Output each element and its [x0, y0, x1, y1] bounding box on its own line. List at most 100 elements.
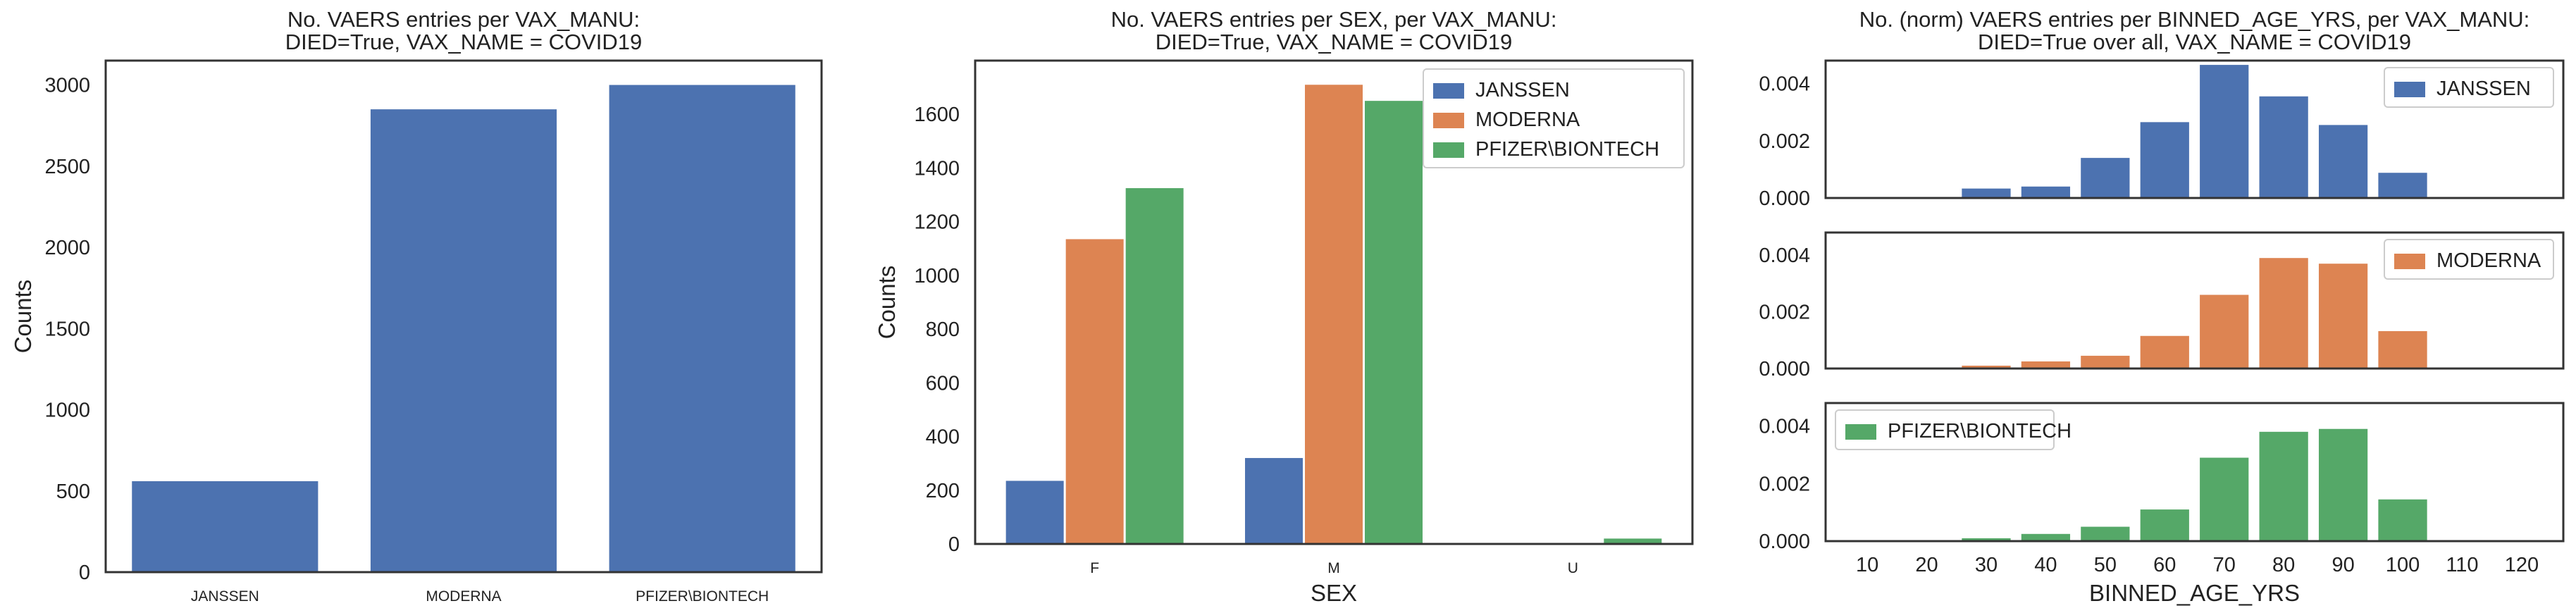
bar-pfizerbiontech: [609, 85, 795, 573]
bar-age-40: [2021, 533, 2071, 541]
bar-age-60: [2140, 335, 2189, 369]
bar-age-60: [2140, 509, 2189, 541]
y-tick-label: 0.002: [1759, 302, 1810, 324]
legend-label: JANSSEN: [1475, 79, 1570, 101]
bar-age-40: [2021, 361, 2071, 369]
x-tick-label: F: [1090, 560, 1099, 576]
bar-age-30: [1962, 538, 2011, 541]
legend-swatch: [1433, 113, 1464, 128]
y-tick-label: 1200: [914, 211, 960, 234]
legend-box: [1423, 68, 1685, 168]
y-tick-label: 400: [926, 426, 960, 449]
y-tick-label: 600: [926, 372, 960, 395]
bar-age-70: [2200, 295, 2249, 369]
y-tick-label: 0.000: [1759, 358, 1810, 380]
bar-age-100: [2378, 499, 2427, 541]
legend-box: [1835, 409, 2055, 450]
x-tick-label: 90: [2332, 554, 2354, 576]
x-tick-label: M: [1327, 560, 1340, 576]
x-tick-label: 10: [1856, 554, 1878, 576]
bar-age-90: [2318, 428, 2368, 541]
y-tick-label: 1000: [914, 265, 960, 287]
bar-age-80: [2259, 96, 2308, 198]
y-tick-label: 500: [56, 481, 90, 503]
age-panel-janssen: 0.000 0.002 0.004 JANSSEN: [1759, 59, 2565, 210]
y-tick-label: 2500: [44, 156, 90, 178]
y-tick-label: 0.004: [1759, 416, 1810, 438]
plot-frame: [974, 59, 1694, 545]
y-axis-label: Counts: [10, 280, 36, 354]
chart-title: No. (norm) VAERS entries per BINNED_AGE_…: [1859, 7, 2530, 32]
x-tick-label: 30: [1975, 554, 1998, 576]
bar-age-60: [2140, 122, 2189, 198]
chart-subtitle: DIED=True, VAX_NAME = COVID19: [285, 30, 643, 54]
bar-age-40: [2021, 186, 2071, 198]
legend-swatch: [2394, 254, 2425, 269]
y-tick-label: 0.002: [1759, 473, 1810, 495]
age-panel-moderna: 0.000 0.002 0.004 MODERNA: [1759, 231, 2565, 380]
plot-frame: [1824, 59, 2565, 199]
legend-label: JANSSEN: [2436, 78, 2531, 100]
bar-age-50: [2081, 526, 2130, 541]
bar-age-50: [2081, 158, 2130, 198]
bar-moderna: [370, 109, 557, 573]
legend-box: [2384, 67, 2554, 108]
legend-label: MODERNA: [2436, 249, 2541, 272]
legend-label: PFIZER\BIONTECH: [1475, 138, 1659, 161]
x-tick-label: 100: [2386, 554, 2420, 576]
legend: JANSSEN MODERNA PFIZER\BIONTECH: [1423, 68, 1685, 168]
y-tick-label: 0.002: [1759, 130, 1810, 153]
bar-m-janssen: [1245, 458, 1303, 544]
y-tick-label: 0.004: [1759, 244, 1810, 267]
age-panel-pfizerbiontech: 0.000 0.002 0.004 PFIZER\BIONTECH: [1759, 402, 2565, 553]
y-tick-label: 0: [79, 562, 90, 584]
chart-title: No. VAERS entries per SEX, per VAX_MANU:: [1111, 7, 1557, 32]
plot-frame: [104, 59, 823, 574]
y-tick-label: 2000: [44, 237, 90, 259]
x-tick-label: 110: [2446, 554, 2478, 576]
x-tick-label: U: [1568, 560, 1578, 576]
legend: PFIZER\BIONTECH: [1835, 409, 2072, 450]
x-tick-label: 120: [2505, 554, 2539, 576]
bar-age-80: [2259, 258, 2308, 369]
legend-swatch: [1845, 424, 1876, 440]
bar-janssen: [132, 481, 318, 572]
bar-age-90: [2318, 125, 2368, 198]
legend-swatch: [2394, 82, 2425, 97]
legend: JANSSEN: [2384, 67, 2554, 108]
legend-label: PFIZER\BIONTECH: [1888, 420, 2072, 442]
x-tick-label: 80: [2272, 554, 2295, 576]
bar-age-90: [2318, 264, 2368, 369]
x-tick-label: PFIZER\BIONTECH: [636, 588, 769, 605]
chart-title: No. VAERS entries per VAX_MANU:: [287, 7, 640, 32]
bar-age-70: [2200, 65, 2249, 198]
bar-f-pfizerbiontech: [1125, 188, 1184, 544]
x-tick-label: 40: [2034, 554, 2057, 576]
y-tick-label: 0.004: [1759, 73, 1810, 96]
x-tick-label: JANSSEN: [191, 588, 259, 605]
bar-age-100: [2378, 173, 2427, 198]
bar-age-70: [2200, 457, 2249, 541]
bar-age-30: [1962, 365, 2011, 369]
chart-age: No. (norm) VAERS entries per BINNED_AGE_…: [1759, 7, 2565, 606]
y-tick-label: 1500: [44, 318, 90, 340]
plot-frame: [1824, 231, 2565, 370]
bar-m-moderna: [1305, 85, 1363, 545]
y-tick-label: 800: [926, 318, 960, 341]
x-tick-label: 50: [2094, 554, 2117, 576]
x-tick-label: 60: [2153, 554, 2176, 576]
chart-sex: No. VAERS entries per SEX, per VAX_MANU:…: [874, 7, 1694, 606]
y-tick-label: 0.000: [1759, 187, 1810, 210]
bar-age-50: [2081, 355, 2130, 369]
bar-age-30: [1962, 188, 2011, 198]
y-tick-label: 3000: [44, 75, 90, 97]
legend-swatch: [1433, 142, 1464, 158]
x-tick-label: MODERNA: [426, 588, 501, 605]
x-axis-label: SEX: [1311, 580, 1357, 606]
chart-subtitle: DIED=True, VAX_NAME = COVID19: [1156, 30, 1513, 54]
legend-box: [2384, 239, 2554, 280]
x-axis-label: BINNED_AGE_YRS: [2089, 580, 2300, 606]
bar-m-pfizerbiontech: [1365, 101, 1423, 544]
legend-label: MODERNA: [1475, 109, 1580, 131]
